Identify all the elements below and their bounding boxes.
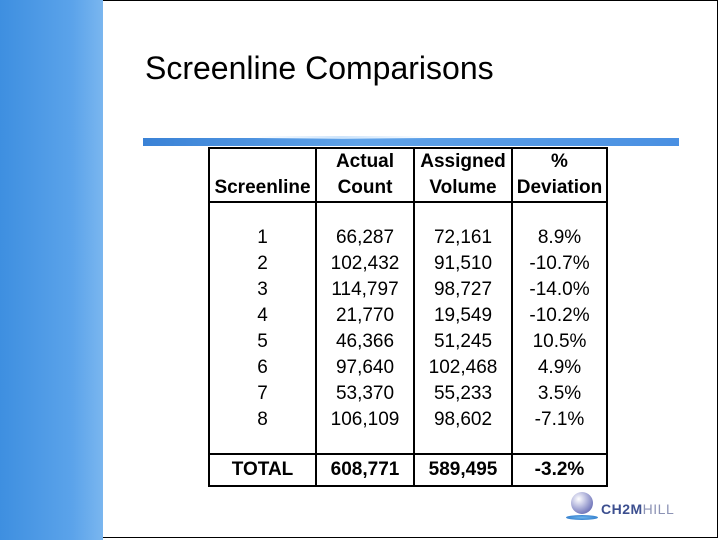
screenline-cell: 2 bbox=[257, 253, 268, 274]
rule-highlight bbox=[255, 136, 430, 139]
table-row: 4 21,770 19,549 -10.2% bbox=[209, 303, 607, 329]
deviation-cell: -14.0% bbox=[511, 277, 607, 303]
slide-frame bbox=[103, 0, 718, 538]
header-row-1: Actual Assigned % bbox=[209, 148, 607, 175]
assigned-volume-cell: 55,233 bbox=[413, 381, 512, 407]
actual-count-cell: 53,370 bbox=[315, 381, 414, 407]
left-accent-bar bbox=[0, 0, 103, 540]
actual-count-cell: 102,432 bbox=[315, 251, 414, 277]
table-row: 7 53,370 55,233 3.5% bbox=[209, 381, 607, 407]
header-cell: Volume bbox=[413, 175, 512, 203]
table-row: 3 114,797 98,727 -14.0% bbox=[209, 277, 607, 303]
assigned-volume-cell: 98,602 bbox=[413, 407, 512, 433]
header-cell: Deviation bbox=[511, 175, 607, 203]
screenline-cell: 3 bbox=[257, 279, 268, 300]
header-cell: % bbox=[511, 148, 607, 175]
header-cell: Actual bbox=[315, 148, 414, 175]
assigned-volume-cell: 91,510 bbox=[413, 251, 512, 277]
deviation-cell: -10.7% bbox=[511, 251, 607, 277]
total-row: TOTAL 608,771 589,495 -3.2% bbox=[209, 454, 607, 486]
slide-title: Screenline Comparisons bbox=[145, 50, 494, 86]
assigned-volume-cell: 51,245 bbox=[413, 329, 512, 355]
table-row: 8 106,109 98,602 -7.1% bbox=[209, 407, 607, 433]
logo-text-strong: CH2M bbox=[601, 501, 643, 517]
assigned-volume-cell: 19,549 bbox=[413, 303, 512, 329]
table-row: 6 97,640 102,468 4.9% bbox=[209, 355, 607, 381]
deviation-cell: 8.9% bbox=[511, 225, 607, 251]
screenline-table: Actual Assigned % Screenline Count Volum… bbox=[208, 147, 608, 487]
logo-wordmark: CH2MHILL bbox=[601, 501, 674, 517]
actual-count-cell: 46,366 bbox=[315, 329, 414, 355]
deviation-cell: -10.2% bbox=[511, 303, 607, 329]
assigned-volume-cell: 102,468 bbox=[413, 355, 512, 381]
title-underline-rule bbox=[143, 138, 679, 146]
total-label-cell: TOTAL bbox=[231, 459, 294, 480]
header-row-2: Screenline Count Volume Deviation bbox=[209, 175, 607, 203]
deviation-cell: 4.9% bbox=[511, 355, 607, 381]
spacer-row bbox=[209, 202, 607, 225]
spacer-row bbox=[209, 433, 607, 455]
actual-count-cell: 66,287 bbox=[315, 225, 414, 251]
deviation-cell: 3.5% bbox=[511, 381, 607, 407]
total-actual-cell: 608,771 bbox=[315, 454, 414, 486]
total-assigned-cell: 589,495 bbox=[413, 454, 512, 486]
screenline-cell: 7 bbox=[257, 383, 268, 404]
assigned-volume-cell: 98,727 bbox=[413, 277, 512, 303]
header-cell bbox=[209, 148, 316, 175]
header-cell: Count bbox=[315, 175, 414, 203]
actual-count-cell: 106,109 bbox=[315, 407, 414, 433]
actual-count-cell: 21,770 bbox=[315, 303, 414, 329]
logo-text-light: HILL bbox=[642, 501, 675, 517]
deviation-cell: -7.1% bbox=[511, 407, 607, 433]
actual-count-cell: 114,797 bbox=[315, 277, 414, 303]
table-row: 2 102,432 91,510 -10.7% bbox=[209, 251, 607, 277]
screenline-cell: 4 bbox=[257, 305, 268, 326]
logo-ring-icon bbox=[566, 515, 598, 520]
assigned-volume-cell: 72,161 bbox=[413, 225, 512, 251]
table-row: 5 46,366 51,245 10.5% bbox=[209, 329, 607, 355]
total-deviation-cell: -3.2% bbox=[511, 454, 607, 486]
screenline-cell: 1 bbox=[257, 227, 268, 248]
table-row: 1 66,287 72,161 8.9% bbox=[209, 225, 607, 251]
screenline-cell: 6 bbox=[257, 357, 268, 378]
deviation-cell: 10.5% bbox=[511, 329, 607, 355]
logo-globe-icon bbox=[571, 492, 593, 514]
header-cell: Assigned bbox=[413, 148, 512, 175]
screenline-cell: 8 bbox=[257, 409, 268, 430]
actual-count-cell: 97,640 bbox=[315, 355, 414, 381]
ch2mhill-logo: CH2MHILL bbox=[564, 492, 694, 528]
screenline-cell: 5 bbox=[257, 331, 268, 352]
header-cell: Screenline bbox=[209, 175, 316, 203]
